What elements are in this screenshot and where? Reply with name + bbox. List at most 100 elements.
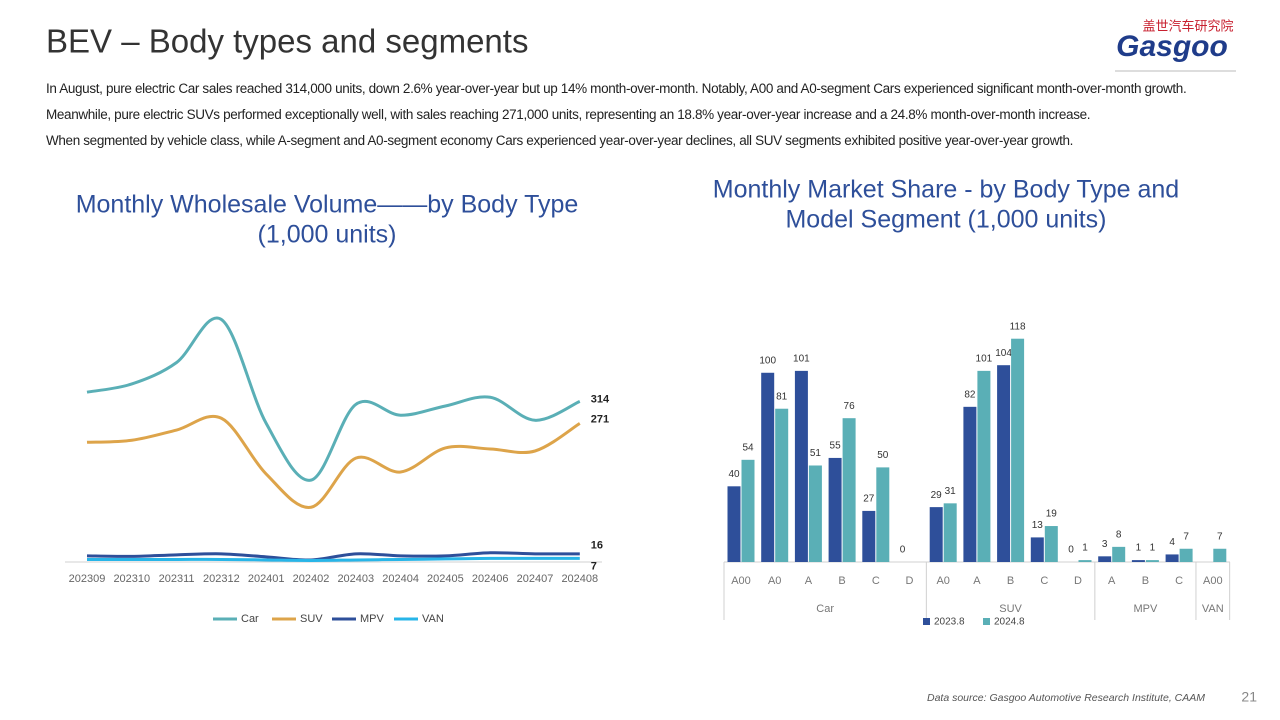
data-label: 31 — [945, 486, 957, 497]
paragraph: When segmented by vehicle class, while A… — [46, 133, 1074, 148]
legend-label: SUV — [300, 613, 323, 625]
x-tick-label: C — [1175, 575, 1183, 587]
bar — [876, 467, 890, 562]
bar — [842, 418, 856, 562]
x-tick-label: 202405 — [427, 573, 464, 585]
chart-title: (1,000 units) — [258, 221, 397, 249]
data-label: 101 — [976, 354, 993, 365]
bar — [1145, 560, 1159, 562]
bar — [1044, 526, 1058, 562]
x-tick-label: B — [838, 575, 845, 587]
data-label: 76 — [844, 401, 856, 412]
bar — [808, 465, 822, 562]
data-label: 16 — [591, 540, 603, 552]
x-tick-label: 202403 — [337, 573, 374, 585]
line — [86, 551, 580, 562]
x-tick-label: A0 — [936, 575, 949, 587]
data-label: 19 — [1046, 509, 1058, 520]
legend-swatch — [983, 618, 990, 625]
bar — [862, 510, 876, 562]
data-label: 1 — [1082, 543, 1088, 554]
data-label: 104 — [995, 348, 1012, 359]
x-tick-label: 202406 — [472, 573, 509, 585]
logo-cn: 盖世汽车研究院 — [1142, 18, 1233, 33]
x-tick-label: B — [1007, 575, 1014, 587]
bar — [943, 503, 957, 562]
x-tick-label: 202401 — [248, 573, 285, 585]
x-tick-label: 202402 — [293, 573, 330, 585]
group-label: SUV — [999, 603, 1022, 615]
legend-label: VAN — [422, 613, 444, 625]
x-tick-label: C — [872, 575, 880, 587]
bar — [977, 370, 991, 562]
group-label: Car — [816, 603, 834, 615]
data-label: 100 — [759, 355, 776, 366]
data-label: 82 — [964, 389, 976, 400]
group-label: MPV — [1133, 603, 1158, 615]
x-tick-label: 202311 — [159, 573, 195, 585]
data-label: 314 — [591, 393, 610, 405]
data-label: 51 — [810, 448, 822, 459]
x-tick-label: D — [1074, 575, 1082, 587]
bar — [1030, 537, 1044, 562]
bar — [761, 372, 775, 562]
logo: Gasgoo — [1116, 30, 1228, 63]
x-tick-label: 202408 — [561, 573, 598, 585]
x-tick-label: A — [973, 575, 981, 587]
data-label: 8 — [1116, 530, 1122, 541]
bar — [963, 406, 977, 562]
bar — [1213, 548, 1227, 562]
body-text: In August, pure electric Car sales reach… — [46, 76, 1246, 154]
line — [86, 316, 581, 482]
bar — [727, 486, 741, 562]
data-label: 118 — [1010, 321, 1026, 332]
source: Data source: Gasgoo Automotive Research … — [927, 692, 1205, 704]
bar — [775, 408, 789, 562]
chart-title: Model Segment (1,000 units) — [785, 206, 1106, 234]
x-tick-label: A — [805, 575, 813, 587]
x-tick-label: A0 — [768, 575, 781, 587]
x-tick-label: A00 — [1203, 575, 1223, 587]
data-label: 7 — [591, 560, 597, 572]
x-tick-label: 202404 — [382, 573, 419, 585]
data-label: 0 — [900, 545, 906, 556]
data-label: 1 — [1150, 543, 1156, 554]
data-label: 40 — [728, 469, 740, 480]
data-label: 271 — [591, 413, 609, 425]
legend-label: MPV — [360, 613, 385, 625]
bar — [1165, 554, 1179, 562]
x-tick-label: A — [1108, 575, 1116, 587]
bar — [794, 370, 808, 562]
x-tick-label: 202312 — [203, 573, 240, 585]
data-label: 55 — [830, 441, 842, 452]
x-tick-label: C — [1040, 575, 1048, 587]
line — [86, 414, 581, 509]
bar — [1131, 560, 1145, 562]
data-label: 3 — [1102, 539, 1108, 550]
x-tick-label: 202407 — [517, 573, 554, 585]
data-label: 54 — [742, 442, 754, 453]
bar — [1011, 338, 1025, 562]
line — [87, 556, 580, 562]
data-label: 81 — [776, 391, 788, 402]
data-label: 7 — [1183, 531, 1189, 542]
data-label: 13 — [1032, 520, 1044, 531]
data-label: 1 — [1136, 543, 1142, 554]
bar — [1098, 556, 1112, 562]
bar — [741, 459, 755, 562]
chart-title: Monthly Market Share - by Body Type and — [713, 176, 1179, 204]
x-tick-label: 202310 — [113, 573, 150, 585]
data-label: 0 — [1068, 545, 1074, 556]
x-tick-label: B — [1142, 575, 1149, 587]
x-tick-label: 202309 — [69, 573, 106, 585]
bar — [1179, 548, 1193, 562]
slide-title: BEV – Body types and segments — [46, 23, 528, 60]
bar — [1112, 546, 1126, 562]
bar — [1078, 560, 1092, 562]
data-label: 4 — [1169, 537, 1175, 548]
paragraph: In August, pure electric Car sales reach… — [46, 81, 1187, 122]
bar — [997, 365, 1011, 562]
data-label: 101 — [793, 354, 810, 365]
x-tick-label: A00 — [731, 575, 751, 587]
